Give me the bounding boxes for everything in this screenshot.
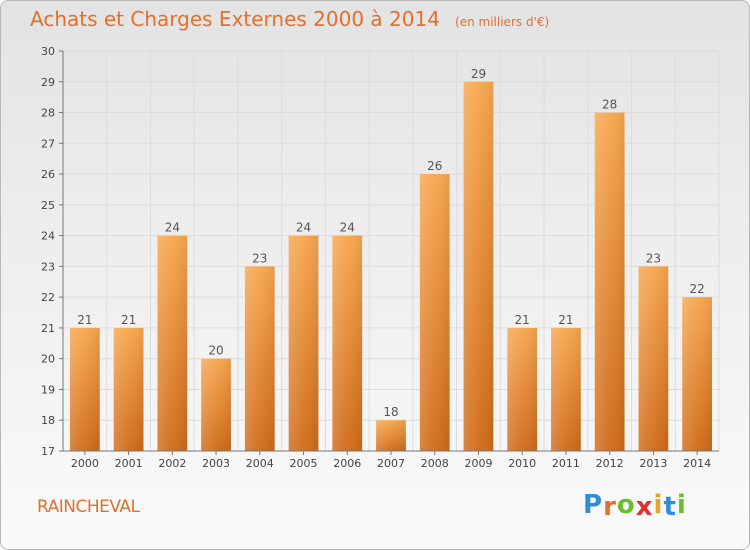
bar-shine [288, 235, 319, 451]
bar-shine [594, 112, 625, 452]
data-label: 23 [646, 251, 661, 265]
y-tick-label: 29 [41, 76, 55, 89]
bar-shine [113, 327, 144, 451]
logo-letter: P [583, 490, 604, 520]
x-tick-label: 2004 [246, 457, 274, 470]
logo-letter: o [616, 490, 636, 520]
logo-letter: t [663, 492, 677, 522]
logo-letter: i [653, 490, 664, 520]
x-tick-label: 2014 [683, 457, 711, 470]
logo-letter: x [635, 492, 654, 522]
x-tick-label: 2010 [508, 457, 536, 470]
logo-letter: i [676, 490, 687, 520]
unit-text: (en milliers d'€) [455, 15, 550, 29]
x-tick-label: 2002 [158, 457, 186, 470]
x-tick-label: 2007 [377, 457, 405, 470]
x-tick-label: 2001 [115, 457, 143, 470]
data-label: 22 [689, 282, 704, 296]
x-tick-label: 2003 [202, 457, 230, 470]
bar-shine [419, 174, 450, 452]
bar-shine [376, 420, 406, 451]
y-tick-label: 20 [41, 353, 55, 366]
data-label: 28 [602, 98, 617, 112]
y-tick-label: 30 [41, 45, 55, 58]
data-label: 21 [77, 313, 92, 327]
data-label: 24 [296, 221, 311, 235]
logo-letter: r [603, 492, 617, 522]
x-tick-label: 2005 [290, 457, 318, 470]
x-tick-label: 2000 [71, 457, 99, 470]
city-name: RAINCHEVAL [37, 497, 140, 517]
data-label: 21 [558, 313, 573, 327]
bar-shine [507, 327, 538, 451]
bar-shine [551, 327, 581, 451]
bar-shine [157, 235, 188, 451]
y-tick-label: 25 [41, 199, 55, 212]
bar-shine [682, 297, 713, 451]
x-tick-label: 2013 [639, 457, 667, 470]
data-label: 24 [340, 221, 355, 235]
data-label: 20 [208, 344, 223, 358]
y-tick-label: 27 [41, 137, 55, 150]
y-tick-label: 17 [41, 445, 55, 458]
x-tick-label: 2011 [552, 457, 580, 470]
data-label: 26 [427, 159, 442, 173]
title-text: Achats et Charges Externes 2000 à 2014 [30, 7, 440, 31]
x-tick-label: 2012 [596, 457, 624, 470]
y-tick-label: 26 [41, 168, 55, 181]
data-label: 29 [471, 67, 486, 81]
y-tick-label: 28 [41, 107, 55, 120]
bar-shine [69, 327, 100, 451]
proxiti-logo: Proxiti [583, 490, 687, 522]
y-tick-label: 24 [41, 230, 55, 243]
y-tick-label: 23 [41, 260, 55, 273]
y-tick-label: 22 [41, 291, 55, 304]
data-label: 21 [515, 313, 530, 327]
x-tick-label: 2008 [421, 457, 449, 470]
bar-shine [638, 266, 669, 451]
bar-shine [463, 81, 494, 452]
y-tick-label: 18 [41, 414, 55, 427]
data-label: 24 [165, 221, 180, 235]
bar-shine [244, 266, 275, 451]
chart-title: Achats et Charges Externes 2000 à 2014 (… [30, 7, 549, 31]
x-tick-label: 2006 [333, 457, 361, 470]
bar-shine [201, 358, 231, 451]
data-label: 18 [383, 405, 398, 419]
data-label: 23 [252, 251, 267, 265]
y-tick-label: 19 [41, 383, 55, 396]
data-label: 21 [121, 313, 136, 327]
y-tick-label: 21 [41, 322, 55, 335]
bar-shine [332, 235, 363, 451]
x-tick-label: 2009 [464, 457, 492, 470]
